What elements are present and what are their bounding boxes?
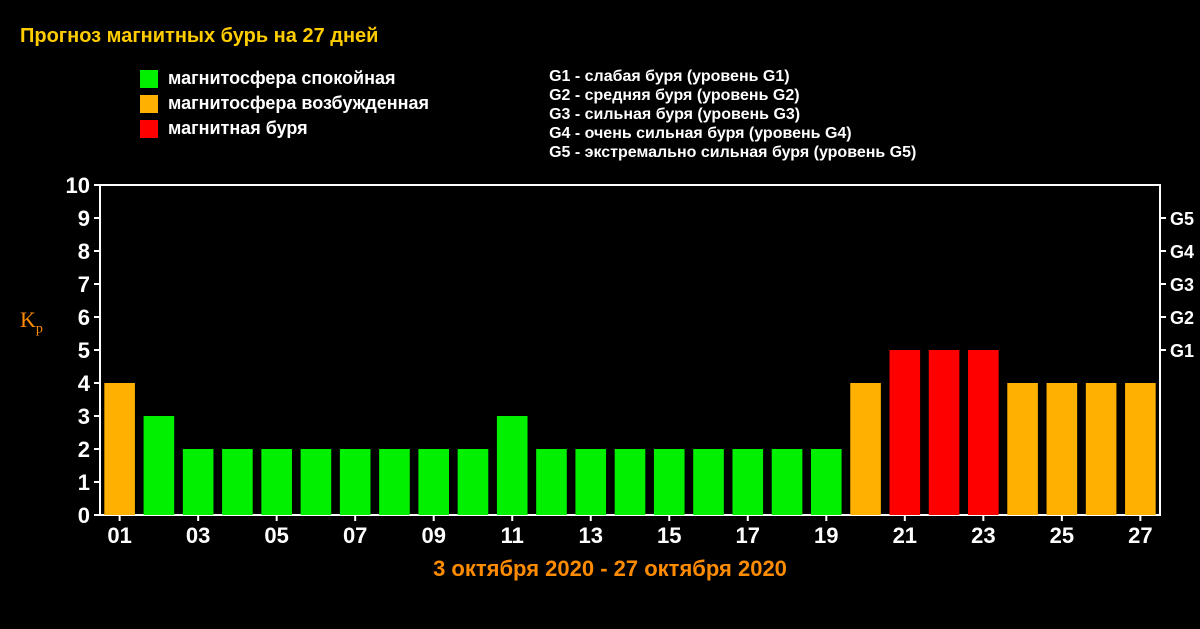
y-axis-label: Kp (20, 307, 43, 337)
kp-bar (1047, 383, 1078, 515)
legend-item: магнитная буря (140, 118, 429, 139)
g-scale-legend: G1 - слабая буря (уровень G1)G2 - средня… (549, 68, 916, 162)
x-tick-label: 17 (736, 523, 760, 548)
x-tick-label: 09 (421, 523, 445, 548)
x-tick-label: 21 (893, 523, 917, 548)
x-tick-label: 13 (578, 523, 602, 548)
legend-label: магнитная буря (168, 118, 308, 139)
kp-bar (340, 449, 371, 515)
kp-bar (732, 449, 763, 515)
g-level-label: G2 (1170, 308, 1194, 328)
kp-bar (418, 449, 449, 515)
y-tick-label: 6 (78, 305, 90, 330)
x-tick-label: 27 (1128, 523, 1152, 548)
legend-block: магнитосфера спокойная магнитосфера возбу… (140, 68, 1180, 162)
legend-label: магнитосфера возбужденная (168, 93, 429, 114)
g-level-label: G1 (1170, 341, 1194, 361)
kp-bar (1086, 383, 1117, 515)
x-tick-label: 25 (1050, 523, 1074, 548)
y-tick-label: 5 (78, 338, 90, 363)
kp-bar (575, 449, 606, 515)
y-tick-label: 10 (66, 177, 90, 198)
kp-bar (497, 416, 528, 515)
kp-bar (261, 449, 292, 515)
y-tick-label: 7 (78, 272, 90, 297)
kp-bar (301, 449, 332, 515)
kp-bar (811, 449, 842, 515)
legend-item: магнитосфера возбужденная (140, 93, 429, 114)
kp-bar (772, 449, 803, 515)
kp-bar (379, 449, 410, 515)
x-tick-label: 19 (814, 523, 838, 548)
kp-bar (693, 449, 724, 515)
x-tick-label: 23 (971, 523, 995, 548)
x-axis-caption: 3 октября 2020 - 27 октября 2020 (40, 556, 1180, 582)
kp-chart: Kp 012345678910G1G2G3G4G5010305070911131… (40, 177, 1180, 582)
x-tick-label: 15 (657, 523, 681, 548)
kp-bar (104, 383, 135, 515)
kp-bar (929, 350, 960, 515)
g-scale-item: G1 - слабая буря (уровень G1) (549, 68, 916, 86)
g-level-label: G3 (1170, 275, 1194, 295)
x-tick-label: 03 (186, 523, 210, 548)
color-legend: магнитосфера спокойная магнитосфера возбу… (140, 68, 429, 162)
kp-bar (183, 449, 214, 515)
page-title: Прогноз магнитных бурь на 27 дней (20, 25, 1180, 48)
kp-bar (968, 350, 999, 515)
kp-bar (890, 350, 921, 515)
x-tick-label: 11 (501, 523, 524, 548)
y-tick-label: 1 (78, 470, 90, 495)
kp-bar (144, 416, 175, 515)
g-scale-item: G2 - средняя буря (уровень G2) (549, 87, 916, 105)
y-tick-label: 8 (78, 239, 90, 264)
g-scale-item: G3 - сильная буря (уровень G3) (549, 106, 916, 124)
y-tick-label: 2 (78, 437, 90, 462)
kp-bar (1007, 383, 1038, 515)
g-level-label: G4 (1170, 242, 1194, 262)
kp-bar (536, 449, 567, 515)
kp-bar (850, 383, 881, 515)
kp-bar (458, 449, 489, 515)
kp-bar (615, 449, 646, 515)
y-tick-label: 4 (78, 371, 91, 396)
g-scale-item: G5 - экстремально сильная буря (уровень … (549, 144, 916, 162)
g-level-label: G5 (1170, 209, 1194, 229)
x-tick-label: 05 (264, 523, 288, 548)
legend-swatch (140, 95, 158, 113)
legend-label: магнитосфера спокойная (168, 68, 396, 89)
kp-chart-svg: 012345678910G1G2G3G4G5010305070911131517… (40, 177, 1200, 552)
x-tick-label: 01 (107, 523, 131, 548)
y-tick-label: 3 (78, 404, 90, 429)
g-scale-item: G4 - очень сильная буря (уровень G4) (549, 125, 916, 143)
kp-bar (222, 449, 253, 515)
legend-swatch (140, 70, 158, 88)
kp-bar (1125, 383, 1156, 515)
y-tick-label: 9 (78, 206, 90, 231)
legend-swatch (140, 120, 158, 138)
y-tick-label: 0 (78, 503, 90, 528)
kp-bar (654, 449, 685, 515)
x-tick-label: 07 (343, 523, 367, 548)
legend-item: магнитосфера спокойная (140, 68, 429, 89)
